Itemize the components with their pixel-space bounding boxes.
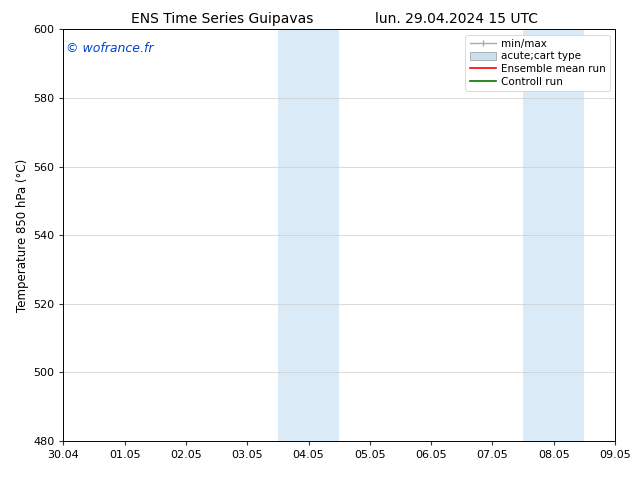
Text: ENS Time Series Guipavas: ENS Time Series Guipavas [131,12,313,26]
Text: © wofrance.fr: © wofrance.fr [66,42,153,55]
Bar [523,29,553,441]
Bar [309,29,339,441]
Legend: min/max, acute;cart type, Ensemble mean run, Controll run: min/max, acute;cart type, Ensemble mean … [465,35,610,91]
Bar [553,29,585,441]
Text: lun. 29.04.2024 15 UTC: lun. 29.04.2024 15 UTC [375,12,538,26]
Bar [278,29,309,441]
Y-axis label: Temperature 850 hPa (°C): Temperature 850 hPa (°C) [16,159,29,312]
